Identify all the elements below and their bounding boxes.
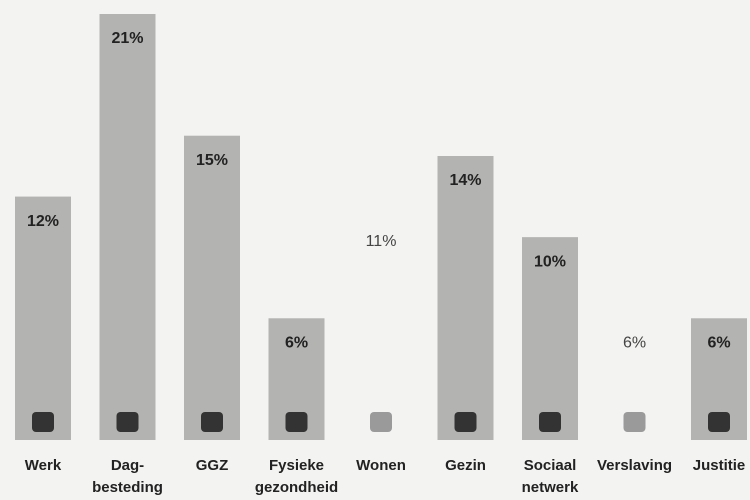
bar: [353, 216, 409, 440]
value-label: 12%: [27, 213, 59, 230]
bar: [184, 135, 240, 440]
value-label: 6%: [623, 335, 646, 352]
value-label: 11%: [366, 233, 397, 250]
bar: [99, 14, 156, 440]
x-tick-label: Gezin: [445, 457, 486, 474]
icon: [539, 412, 561, 432]
icon: [708, 412, 730, 432]
x-tick-label: Dag-: [111, 457, 144, 474]
value-label: 21%: [111, 30, 143, 47]
x-tick-label: besteding: [92, 479, 163, 496]
value-label: 10%: [534, 253, 566, 270]
x-tick-label: GGZ: [196, 457, 229, 474]
x-tick-label: Justitie: [693, 457, 746, 474]
value-label: 6%: [707, 335, 730, 352]
icon: [116, 412, 139, 432]
value-label: 15%: [196, 152, 228, 169]
x-tick-label: Verslaving: [597, 457, 672, 474]
x-tick-label: Sociaal: [524, 457, 577, 474]
x-tick-label: gezondheid: [255, 479, 338, 496]
x-tick-label: netwerk: [522, 479, 579, 496]
value-label: 14%: [449, 172, 481, 189]
bar: [437, 156, 494, 440]
icon: [623, 412, 646, 432]
value-label: 6%: [285, 335, 308, 352]
icon: [201, 412, 223, 432]
bar: [15, 196, 71, 440]
x-tick-label: Fysieke: [269, 457, 324, 474]
icon: [32, 412, 54, 432]
icon: [285, 412, 308, 432]
icon: [370, 412, 392, 432]
icon: [454, 412, 477, 432]
x-tick-label: Werk: [25, 457, 62, 474]
x-tick-label: Wonen: [356, 457, 406, 474]
bar: [522, 237, 578, 440]
